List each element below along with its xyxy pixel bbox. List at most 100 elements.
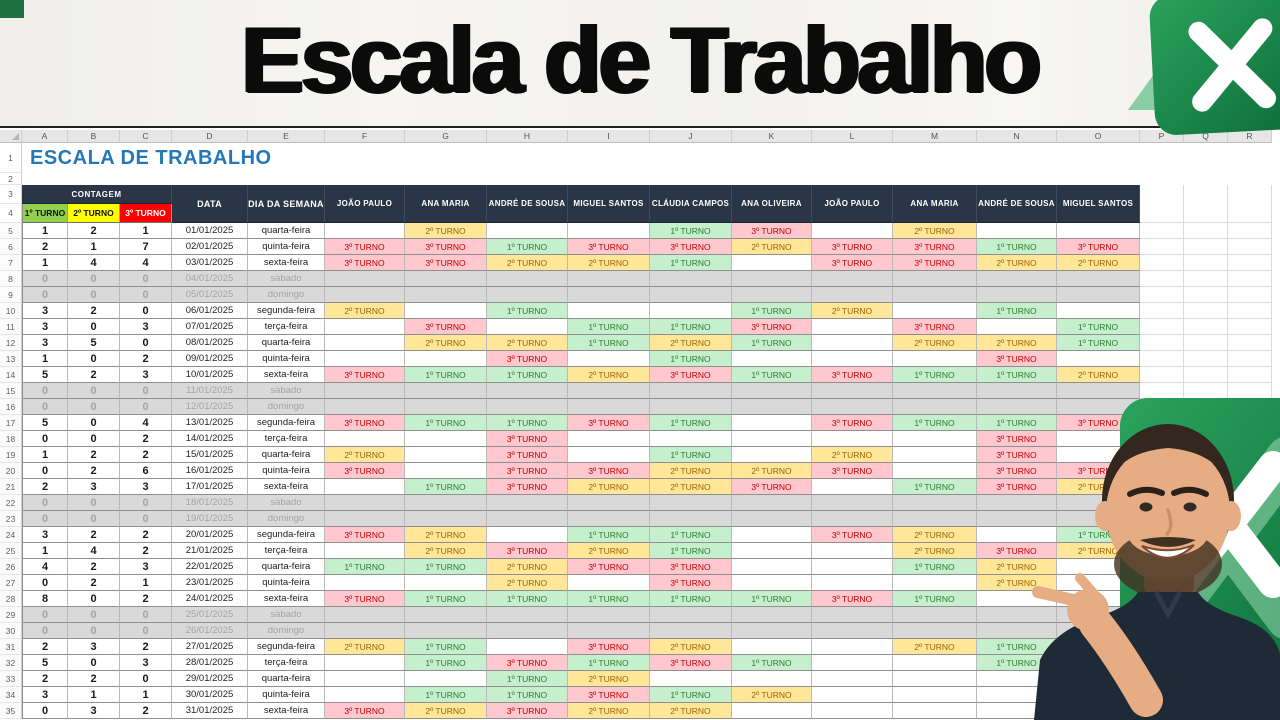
employee-header[interactable]: MIGUEL SANTOS [568,185,650,223]
count-turno2-cell[interactable]: 2 [68,671,120,687]
shift-cell[interactable] [325,543,405,559]
shift-cell[interactable]: 3º TURNO [325,255,405,271]
shift-cell[interactable]: 2º TURNO [977,559,1057,575]
row-number[interactable]: 35 [0,703,22,719]
shift-cell[interactable]: 3º TURNO [812,415,893,431]
shift-cell[interactable]: 2º TURNO [732,463,812,479]
shift-cell[interactable] [732,607,812,623]
empty-cell[interactable] [1228,223,1272,239]
column-letter[interactable]: G [405,130,487,143]
shift-cell[interactable] [568,495,650,511]
shift-cell[interactable] [487,399,568,415]
shift-cell[interactable] [405,383,487,399]
shift-cell[interactable]: 2º TURNO [487,575,568,591]
shift-cell[interactable]: 1º TURNO [650,319,732,335]
day-cell[interactable]: quarta-feira [248,335,325,351]
shift-cell[interactable] [325,223,405,239]
day-cell[interactable]: sexta-feira [248,479,325,495]
shift-cell[interactable]: 2º TURNO [325,639,405,655]
date-cell[interactable]: 04/01/2025 [172,271,248,287]
shift-cell[interactable]: 2º TURNO [487,559,568,575]
shift-cell[interactable]: 1º TURNO [650,591,732,607]
count-turno3-cell[interactable]: 0 [120,303,172,319]
shift-cell[interactable] [1057,351,1140,367]
shift-cell[interactable]: 1º TURNO [732,335,812,351]
shift-cell[interactable] [1057,287,1140,303]
shift-cell[interactable] [977,287,1057,303]
count-turno2-cell[interactable]: 0 [68,415,120,431]
date-cell[interactable]: 11/01/2025 [172,383,248,399]
row-number[interactable]: 27 [0,575,22,591]
shift-cell[interactable] [568,607,650,623]
shift-cell[interactable]: 3º TURNO [812,463,893,479]
shift-cell[interactable] [405,303,487,319]
shift-cell[interactable] [405,399,487,415]
column-letter[interactable]: C [120,130,172,143]
day-cell[interactable]: terça-feira [248,543,325,559]
shift-cell[interactable] [732,703,812,719]
shift-cell[interactable] [893,431,977,447]
count-turno3-cell[interactable]: 0 [120,607,172,623]
day-cell[interactable]: sexta-feira [248,703,325,719]
shift-cell[interactable] [732,623,812,639]
date-cell[interactable]: 18/01/2025 [172,495,248,511]
shift-cell[interactable] [325,479,405,495]
column-letter[interactable]: N [977,130,1057,143]
row-number[interactable]: 20 [0,463,22,479]
shift-cell[interactable]: 3º TURNO [812,591,893,607]
count-turno1-cell[interactable]: 0 [22,703,68,719]
shift-cell[interactable] [487,223,568,239]
shift-cell[interactable] [732,447,812,463]
empty-cell[interactable] [1228,255,1272,271]
date-cell[interactable]: 12/01/2025 [172,399,248,415]
count-turno1-cell[interactable]: 0 [22,271,68,287]
empty-cell[interactable] [1184,223,1228,239]
count-turno3-cell[interactable]: 0 [120,399,172,415]
count-turno1-cell[interactable]: 5 [22,655,68,671]
shift-cell[interactable] [405,271,487,287]
date-cell[interactable]: 10/01/2025 [172,367,248,383]
shift-cell[interactable] [325,495,405,511]
shift-cell[interactable]: 2º TURNO [812,303,893,319]
count-turno3-cell[interactable]: 3 [120,559,172,575]
date-cell[interactable]: 23/01/2025 [172,575,248,591]
row-number[interactable]: 25 [0,543,22,559]
count-turno3-cell[interactable]: 0 [120,271,172,287]
count-turno2-cell[interactable]: 0 [68,287,120,303]
count-turno3-cell[interactable]: 0 [120,287,172,303]
data-header[interactable]: DATA [172,185,248,223]
date-cell[interactable]: 06/01/2025 [172,303,248,319]
shift-cell[interactable] [650,303,732,319]
date-cell[interactable]: 05/01/2025 [172,287,248,303]
shift-cell[interactable] [568,623,650,639]
count-turno1-cell[interactable]: 2 [22,239,68,255]
count-turno1-cell[interactable]: 5 [22,367,68,383]
shift-cell[interactable] [812,223,893,239]
shift-cell[interactable]: 2º TURNO [893,335,977,351]
day-cell[interactable]: sábado [248,383,325,399]
column-letter[interactable]: D [172,130,248,143]
count-turno3-cell[interactable]: 2 [120,703,172,719]
count-turno3-cell[interactable]: 0 [120,335,172,351]
shift-cell[interactable]: 3º TURNO [977,351,1057,367]
shift-cell[interactable] [893,575,977,591]
date-cell[interactable]: 07/01/2025 [172,319,248,335]
empty-cell[interactable] [1140,255,1184,271]
count-turno1-cell[interactable]: 1 [22,543,68,559]
shift-cell[interactable]: 1º TURNO [405,591,487,607]
count-turno2-cell[interactable]: 2 [68,223,120,239]
shift-cell[interactable] [1057,303,1140,319]
count-turno1-cell[interactable]: 3 [22,527,68,543]
shift-cell[interactable] [893,447,977,463]
shift-cell[interactable] [732,511,812,527]
shift-cell[interactable] [812,271,893,287]
empty-cell[interactable] [1228,367,1272,383]
date-cell[interactable]: 03/01/2025 [172,255,248,271]
shift-cell[interactable] [812,399,893,415]
shift-cell[interactable]: 3º TURNO [405,255,487,271]
row-number[interactable]: 14 [0,367,22,383]
column-letter[interactable]: H [487,130,568,143]
header-row-numbers[interactable]: 3 4 [0,185,22,223]
shift-cell[interactable] [325,655,405,671]
shift-cell[interactable]: 3º TURNO [1057,239,1140,255]
